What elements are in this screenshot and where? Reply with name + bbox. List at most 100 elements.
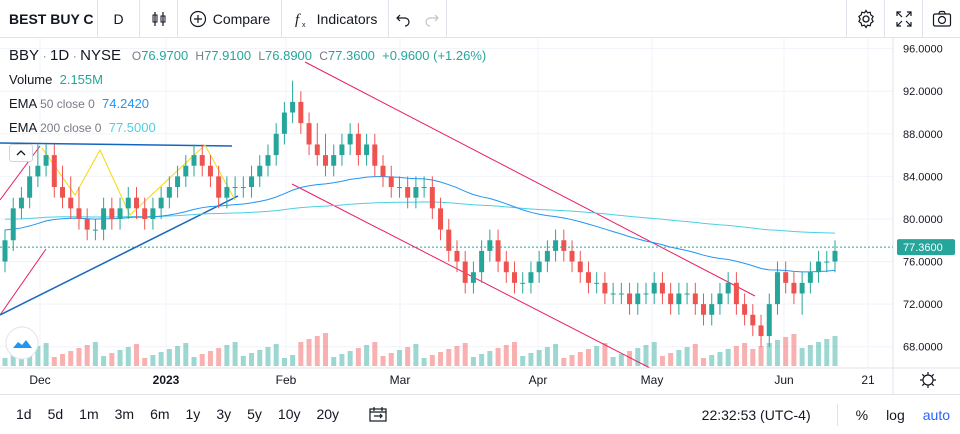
ema200-value: 77.5000 <box>108 120 156 135</box>
volume-bar <box>232 342 238 366</box>
zigzag-pattern[interactable] <box>41 144 236 216</box>
volume-bar <box>240 356 246 366</box>
candle-body <box>684 293 690 295</box>
horizontal-trend-line[interactable] <box>0 142 233 147</box>
redo-button[interactable] <box>417 0 447 38</box>
date-range-button[interactable] <box>369 406 387 422</box>
settings-button[interactable] <box>846 0 884 38</box>
price-axis[interactable]: 96.0000 92.0000 88.0000 84.0000 80.0000 76.00… <box>903 44 943 354</box>
last-price-badge <box>897 239 955 256</box>
candle-body <box>503 261 509 273</box>
symbol-search-button[interactable]: BEST BUY C <box>0 0 98 38</box>
candle-body <box>544 250 550 262</box>
percent-toggle[interactable]: % <box>855 406 869 423</box>
candle-body <box>807 272 813 283</box>
candle-body <box>479 250 485 273</box>
candle-body <box>273 133 279 156</box>
range-button-3y[interactable]: 3y <box>216 406 232 422</box>
range-button-5d[interactable]: 5d <box>47 406 64 422</box>
volume-bar <box>487 351 493 366</box>
snapshot-button[interactable] <box>922 0 960 38</box>
clock[interactable]: 22:32:53 (UTC-4) <box>701 406 811 423</box>
volume-bar <box>618 354 624 366</box>
rising-trend-line[interactable] <box>0 195 239 316</box>
bottom-toolbar: 1d 5d 1m 3m 6m 1y 3y 5y 10y 20y 22:32:53 (UTC-4) … <box>0 394 960 433</box>
candle-body <box>331 155 337 166</box>
price-tick-label: 84.0000 <box>903 171 943 183</box>
legend-ema200: EMA 200 close 0 77.5000 <box>9 120 156 135</box>
candle-body <box>158 197 164 209</box>
interval-button[interactable]: D <box>98 0 140 38</box>
gear-icon <box>857 9 874 29</box>
log-toggle[interactable]: log <box>886 406 905 423</box>
candle-body <box>643 293 649 295</box>
volume-bar <box>199 354 205 366</box>
range-button-3m[interactable]: 3m <box>114 406 135 422</box>
volume-bar <box>544 347 550 366</box>
range-button-10y[interactable]: 10y <box>277 406 301 422</box>
pink-trend-line-2[interactable] <box>0 145 41 201</box>
ema50-label: EMA <box>9 96 37 111</box>
volume-bar <box>322 333 328 366</box>
range-button-5y[interactable]: 5y <box>247 406 262 422</box>
compare-button[interactable]: Compare <box>178 0 282 38</box>
volume-bar <box>627 351 633 366</box>
range-button-1d[interactable]: 1d <box>16 406 32 422</box>
legend-collapse-button[interactable] <box>9 144 33 162</box>
pink-trend-line[interactable] <box>0 248 47 316</box>
chart-type-button[interactable] <box>140 0 178 38</box>
volume-bar <box>495 348 501 366</box>
volume-bar <box>265 347 271 366</box>
volume-bar <box>421 358 427 366</box>
legend-ema50: EMA 50 close 0 74.2420 <box>9 96 149 111</box>
volume-bar <box>257 350 263 366</box>
range-button-6m[interactable]: 6m <box>150 406 170 422</box>
svg-text:x: x <box>302 22 306 28</box>
candle-body <box>142 208 148 219</box>
redo-icon <box>424 14 439 27</box>
price-tick-label: 68.0000 <box>903 342 943 354</box>
volume-bar <box>109 353 115 366</box>
candle-body <box>109 208 115 219</box>
ema50-value: 74.2420 <box>102 96 150 111</box>
volume-bar <box>216 348 222 366</box>
candle-body <box>355 133 361 156</box>
time-axis[interactable]: Dec 2023 Feb Mar Apr May Jun 21 <box>29 373 875 387</box>
candle-body <box>750 314 756 326</box>
candle-body <box>602 282 608 294</box>
candle-body <box>528 272 534 283</box>
candle-body <box>27 176 33 198</box>
volume-bar <box>816 342 822 366</box>
candle-body <box>322 155 328 166</box>
range-button-20y[interactable]: 20y <box>316 406 340 422</box>
candle-body <box>101 208 107 230</box>
volume-bar <box>709 355 715 366</box>
volume-bar <box>701 358 707 366</box>
volume-bar <box>692 344 698 366</box>
fullscreen-button[interactable] <box>884 0 922 38</box>
volume-bar <box>175 346 181 366</box>
undo-button[interactable] <box>389 0 417 38</box>
candle-body <box>495 240 501 262</box>
range-button-1y[interactable]: 1y <box>185 406 201 422</box>
candle-body <box>577 261 583 273</box>
volume-bar <box>635 348 641 366</box>
volume-bar <box>101 356 107 366</box>
axis-settings-button[interactable] <box>920 372 936 388</box>
bottom-right: 22:32:53 (UTC-4) % log auto <box>702 395 950 434</box>
volume-bar <box>2 358 8 366</box>
plus-circle-icon <box>189 10 206 27</box>
candle-body <box>396 187 402 189</box>
channel-upper-line[interactable] <box>304 61 756 297</box>
price-chart[interactable]: 96.0000 92.0000 88.0000 84.0000 80.0000 76.00… <box>0 38 960 394</box>
range-button-1m[interactable]: 1m <box>79 406 99 422</box>
volume-label: Volume <box>9 72 53 87</box>
candle-body <box>232 187 238 189</box>
candle-body <box>676 293 682 305</box>
auto-toggle[interactable]: auto <box>922 406 950 423</box>
candle-body <box>60 187 66 198</box>
drawings <box>0 61 756 369</box>
candle-body <box>76 208 82 219</box>
volume-bar <box>791 334 797 366</box>
